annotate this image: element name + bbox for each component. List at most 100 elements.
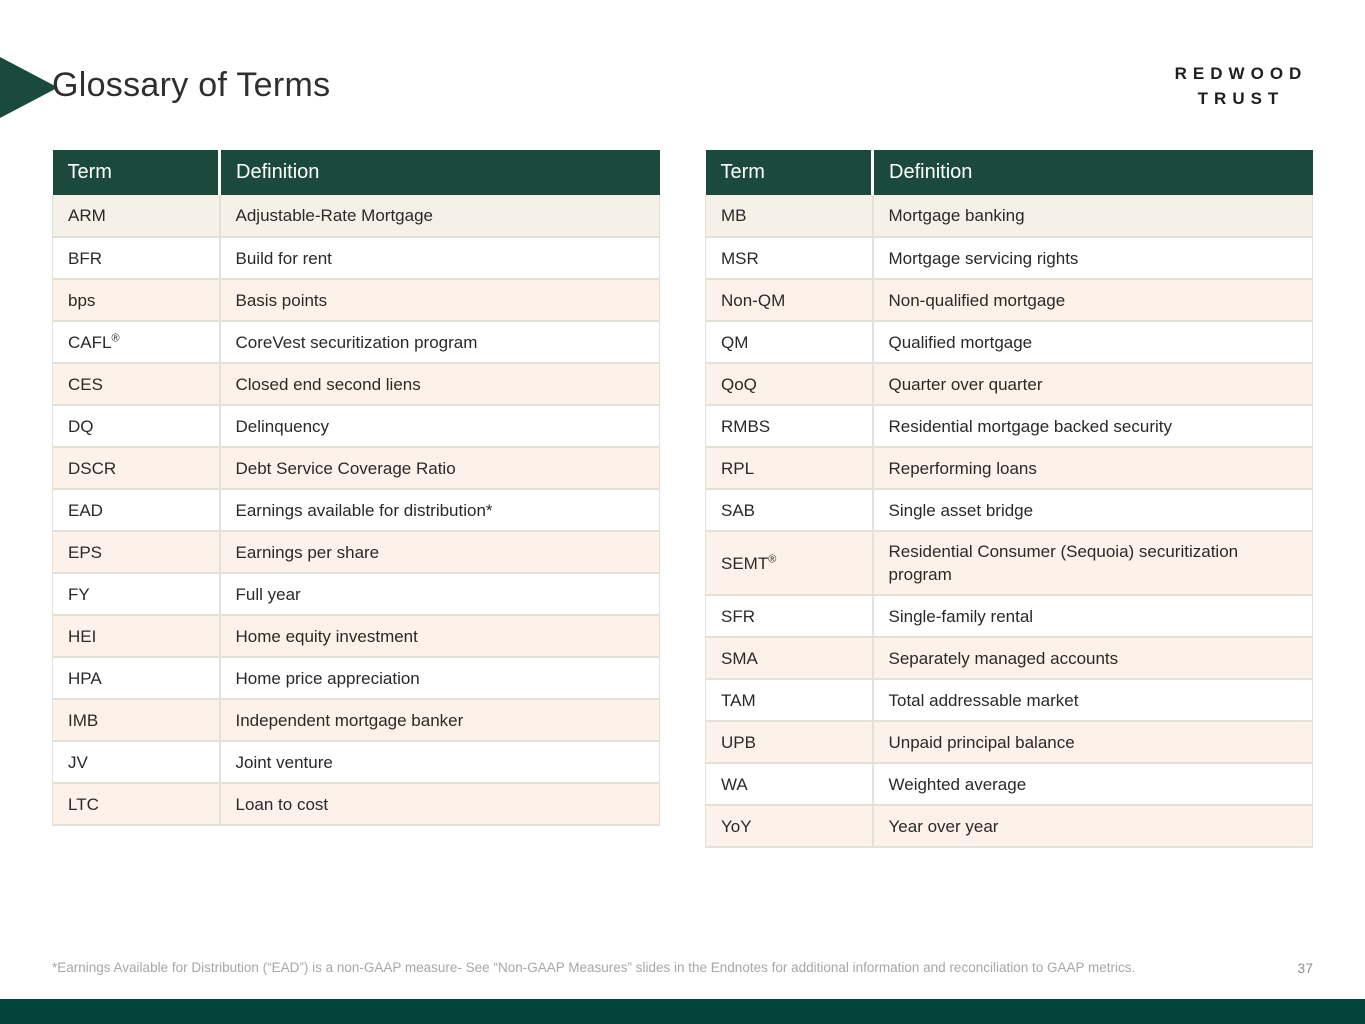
term-cell: Non-QM [705,279,874,322]
term-text: YoY [721,816,752,836]
glossary-row: CAFL® CoreVest securitization program [52,321,660,364]
column-header-term: Term [705,150,874,195]
glossary-row: SMA Separately managed accounts [705,637,1313,680]
definition-cell: Year over year [872,805,1313,848]
term-text: DQ [68,416,94,436]
term-text: CES [68,374,103,394]
term-text: RPL [721,458,755,478]
term-cell: DSCR [52,447,221,490]
glossary-row: SAB Single asset bridge [705,489,1313,532]
term-cell: ARM [52,195,221,238]
term-text: BFR [68,248,102,268]
definition-cell: Debt Service Coverage Ratio [219,447,660,490]
term-text: bps [68,290,96,310]
glossary-row: RPL Reperforming loans [705,447,1313,490]
term-text: SMA [721,648,758,668]
definition-cell: Loan to cost [219,783,660,826]
term-cell: IMB [52,699,221,742]
logo-line-redwood: REDWOOD [1174,64,1308,83]
column-header-term: Term [52,150,221,195]
term-text: UPB [721,732,756,752]
registered-trademark-symbol: ® [768,552,777,565]
definition-cell: Basis points [219,279,660,322]
glossary-row: SFR Single-family rental [705,595,1313,638]
definition-cell: Residential Consumer (Sequoia) securitiz… [872,531,1313,596]
definition-cell: Qualified mortgage [872,321,1313,364]
definition-cell: Mortgage servicing rights [872,237,1313,280]
term-text: EAD [68,500,103,520]
glossary-row: SEMT® Residential Consumer (Sequoia) secu… [705,531,1313,596]
column-header-definition: Definition [872,150,1313,195]
definition-cell: Build for rent [219,237,660,280]
definition-cell: Total addressable market [872,679,1313,722]
term-cell: TAM [705,679,874,722]
definition-cell: Closed end second liens [219,363,660,406]
redwood-trust-logo: REDWOOD TRUST [1167,62,1315,112]
definition-cell: Adjustable-Rate Mortgage [219,195,660,238]
term-cell: BFR [52,237,221,280]
page-title: Glossary of Terms [52,66,331,104]
glossary-row: EAD Earnings available for distribution* [52,489,660,532]
glossary-row: CES Closed end second liens [52,363,660,406]
definition-cell: Home equity investment [219,615,660,658]
term-text: Non-QM [721,290,786,310]
glossary-row: UPB Unpaid principal balance [705,721,1313,764]
term-cell: LTC [52,783,221,826]
term-cell: QM [705,321,874,364]
term-cell: EAD [52,489,221,532]
definition-cell: Single asset bridge [872,489,1313,532]
glossary-row: DSCR Debt Service Coverage Ratio [52,447,660,490]
registered-trademark-symbol: ® [111,331,120,344]
definition-cell: Earnings available for distribution* [219,489,660,532]
title-arrow-icon [0,57,58,118]
term-cell: UPB [705,721,874,764]
glossary-row: MB Mortgage banking [705,195,1313,238]
glossary-row: JV Joint venture [52,741,660,784]
glossary-row: WA Weighted average [705,763,1313,806]
term-cell: RMBS [705,405,874,448]
glossary-row: QoQ Quarter over quarter [705,363,1313,406]
term-text: RMBS [721,416,771,436]
definition-cell: CoreVest securitization program [219,321,660,364]
page-number: 37 [1297,960,1313,976]
term-cell: EPS [52,531,221,574]
term-text: JV [68,752,88,772]
definition-cell: Unpaid principal balance [872,721,1313,764]
term-cell: YoY [705,805,874,848]
definition-cell: Separately managed accounts [872,637,1313,680]
term-text: MB [721,206,747,225]
logo-line-trust: TRUST [1197,89,1285,108]
glossary-table-left: Term Definition ARM Adjustable-Rate Mortga… [52,150,660,826]
definition-cell: Quarter over quarter [872,363,1313,406]
term-cell: FY [52,573,221,616]
table-header-row: Term Definition [705,150,1313,195]
definition-cell: Single-family rental [872,595,1313,638]
glossary-row: BFR Build for rent [52,237,660,280]
glossary-row: HEI Home equity investment [52,615,660,658]
glossary-row: LTC Loan to cost [52,783,660,826]
term-text: LTC [68,794,99,814]
term-text: QoQ [721,374,757,394]
term-cell: SFR [705,595,874,638]
term-cell: CES [52,363,221,406]
term-cell: SEMT® [705,531,874,596]
glossary-table-right: Term Definition MB Mortgage banking MSR Mort… [705,150,1313,848]
term-text: SFR [721,606,755,626]
term-text: IMB [68,710,99,730]
definition-cell: Independent mortgage banker [219,699,660,742]
term-text: SEMT [721,553,769,573]
footnote: *Earnings Available for Distribution (“E… [52,960,1136,975]
glossary-row: Non-QM Non-qualified mortgage [705,279,1313,322]
definition-cell: Reperforming loans [872,447,1313,490]
definition-cell: Joint venture [219,741,660,784]
definition-cell: Delinquency [219,405,660,448]
definition-cell: Home price appreciation [219,657,660,700]
term-cell: HPA [52,657,221,700]
definition-cell: Full year [219,573,660,616]
definition-cell: Residential mortgage backed security [872,405,1313,448]
glossary-row: QM Qualified mortgage [705,321,1313,364]
term-cell: WA [705,763,874,806]
term-cell: MB [705,195,874,238]
glossary-row: YoY Year over year [705,805,1313,848]
term-cell: CAFL® [52,321,221,364]
